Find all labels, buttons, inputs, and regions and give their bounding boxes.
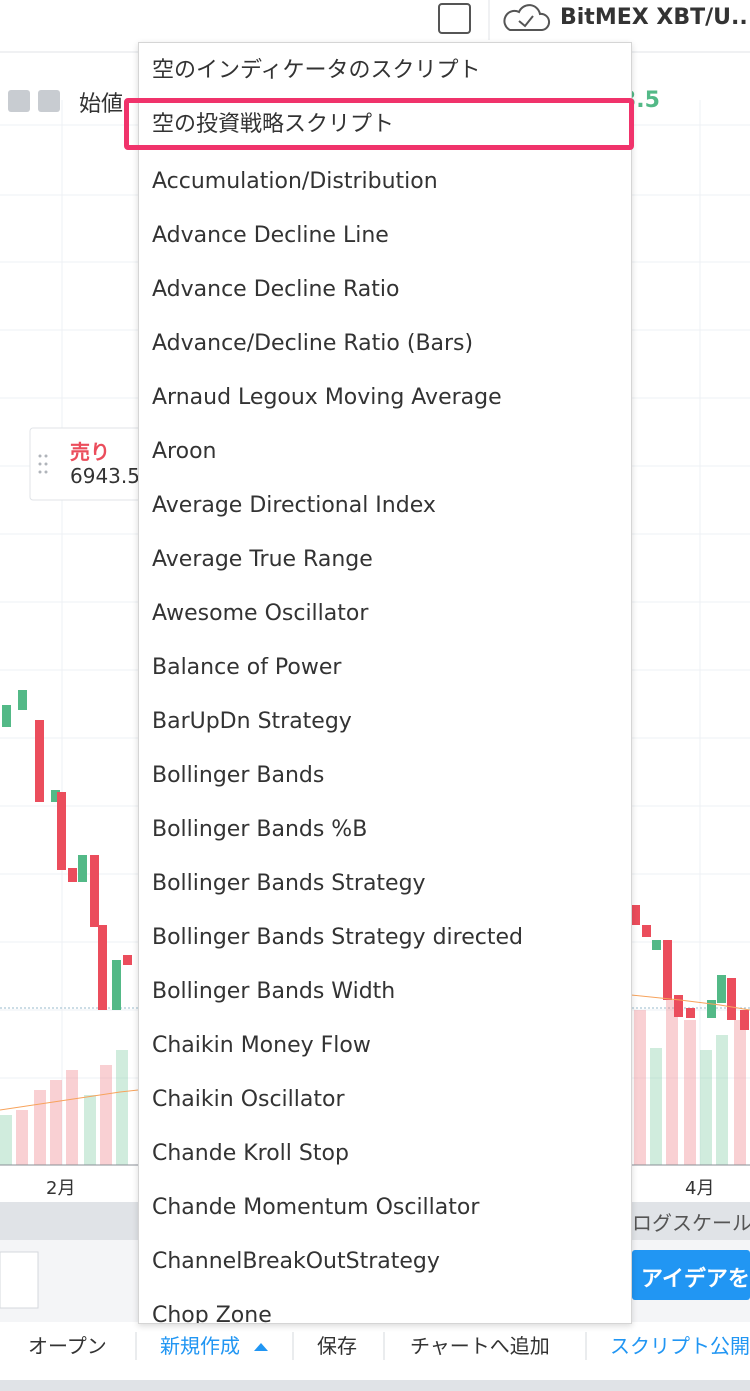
menu-item[interactable]: Bollinger Bands Strategy directed [152, 925, 523, 950]
menu-item[interactable]: Chaikin Money Flow [152, 1033, 371, 1058]
toolbar-item[interactable]: チャートへ追加 [410, 1334, 550, 1358]
open-label: 始値 [79, 92, 124, 117]
menu-item[interactable]: Awesome Oscillator [152, 601, 369, 626]
toolbar-item[interactable]: 保存 [317, 1334, 357, 1358]
menu-item[interactable]: Bollinger Bands [152, 763, 325, 788]
menu-item[interactable]: Bollinger Bands Strategy [152, 871, 426, 896]
toolbar-item[interactable]: オープン [28, 1334, 107, 1358]
menu-item[interactable]: Bollinger Bands Width [152, 979, 396, 1004]
menu-item[interactable]: Advance Decline Ratio [152, 277, 400, 302]
order-price[interactable]: 6943.5 [70, 464, 140, 488]
menu-item[interactable]: Advance Decline Line [152, 223, 389, 248]
open-value-text: 3.5 [631, 88, 660, 113]
open-value: 3.5 [631, 88, 750, 113]
menu-item[interactable]: Aroon [152, 439, 217, 464]
toolbar-item[interactable]: スクリプト公開 [610, 1334, 750, 1358]
menu-item[interactable]: 空の投資戦略スクリプト [152, 112, 395, 137]
menu-item[interactable]: Chande Momentum Oscillator [152, 1195, 480, 1220]
highlight-box [124, 98, 634, 150]
menu-item[interactable]: Bollinger Bands %B [152, 817, 368, 842]
menu-item[interactable]: BarUpDn Strategy [152, 709, 352, 734]
dropdown-menu: 空のインディケータのスクリプト 空の投資戦略スクリプト Accumulation/D… [138, 42, 632, 1324]
axis-label: 2月 [46, 1178, 76, 1199]
symbol[interactable]: BitMEX XBT/U... [560, 5, 750, 30]
menu-item[interactable]: Chande Kroll Stop [152, 1141, 349, 1166]
menu-item[interactable]: Arnaud Legoux Moving Average [152, 385, 502, 410]
menu-item[interactable]: Average Directional Index [152, 493, 436, 518]
publish-button[interactable]: アイデアを [641, 1267, 750, 1292]
toolbar-item[interactable]: 新規作成 [160, 1334, 240, 1358]
menu-item[interactable]: 空のインディケータのスクリプト [152, 58, 481, 83]
menu-item[interactable]: Accumulation/Distribution [152, 169, 438, 194]
menu-item[interactable]: Advance/Decline Ratio (Bars) [152, 331, 474, 356]
menu-item[interactable]: ChannelBreakOutStrategy [152, 1249, 440, 1274]
menu-item[interactable]: Average True Range [152, 547, 373, 572]
order-side[interactable]: 売り [70, 440, 110, 464]
menu-item[interactable]: Chaikin Oscillator [152, 1087, 345, 1112]
menu-item[interactable]: Chop Zone [152, 1303, 272, 1324]
log-scale[interactable]: ログスケール [632, 1211, 750, 1235]
axis-label: 4月 [685, 1178, 715, 1199]
menu-item[interactable]: Balance of Power [152, 655, 342, 680]
